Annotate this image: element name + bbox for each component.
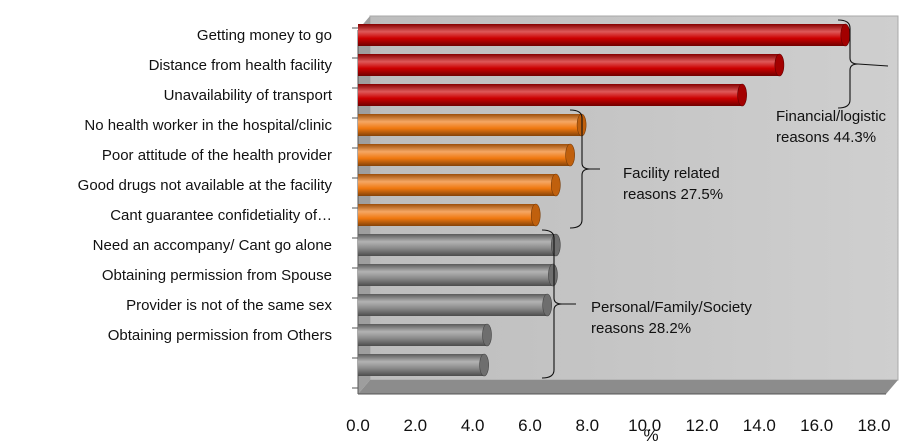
bar — [358, 324, 487, 346]
bar — [358, 174, 556, 196]
x-tick-label: 0.0 — [346, 416, 370, 435]
group-annotations: Financial/logistic reasons 44.3% Facility … — [541, 19, 889, 379]
bar — [358, 264, 553, 286]
x-axis-ticks: 0.0 2.0 4.0 6.0 8.0 10.0 12.0 14.0 16.0 18.0 — [346, 416, 890, 435]
x-tick-label: 12.0 — [685, 416, 718, 435]
category-label: Getting money to go — [197, 27, 332, 44]
category-label: Need an accompany/ Cant go alone — [93, 237, 332, 254]
category-label: Distance from health facility — [149, 57, 333, 74]
group-annotation-text: Financial/logistic — [776, 108, 887, 125]
bars — [358, 23, 851, 377]
x-tick-label: 10.0 — [628, 416, 661, 435]
category-label: Provider is not of the same sex — [126, 297, 332, 314]
x-tick-label: 2.0 — [404, 416, 428, 435]
category-label: Cant guarantee confidetiality of… — [110, 207, 332, 224]
bar — [358, 234, 556, 256]
bar — [358, 54, 780, 76]
x-tick-label: 8.0 — [576, 416, 600, 435]
plot-area — [352, 15, 899, 395]
bar — [358, 84, 743, 106]
bar — [358, 114, 582, 136]
x-tick-label: 6.0 — [518, 416, 542, 435]
x-tick-label: 16.0 — [800, 416, 833, 435]
bar-cap — [548, 263, 558, 287]
bar-cap — [737, 83, 747, 107]
group-annotation-text: reasons 44.3% — [776, 129, 876, 146]
bar-cap — [542, 293, 553, 317]
bar-cap — [550, 233, 561, 257]
bar — [358, 204, 536, 226]
category-label: Obtaining permission from Spouse — [102, 267, 332, 284]
x-axis-label: % — [643, 426, 658, 444]
bar-cap — [565, 143, 575, 167]
bar-cap — [774, 53, 785, 77]
bar — [358, 354, 485, 376]
x-tick-label: 4.0 — [461, 416, 485, 435]
category-label: Poor attitude of the health provider — [102, 147, 332, 164]
bar — [358, 24, 846, 46]
x-tick-label: 18.0 — [857, 416, 890, 435]
bar-cap — [479, 353, 489, 377]
bar — [358, 294, 548, 316]
bar — [358, 144, 571, 166]
category-label: Obtaining permission from Others — [108, 327, 332, 344]
category-label: Good drugs not available at the facility — [78, 177, 333, 194]
group-annotation-text: Personal/Family/Society — [591, 299, 752, 316]
group-annotation-text: Facility related — [623, 165, 720, 182]
category-label: No health worker in the hospital/clinic — [84, 117, 332, 134]
category-label: Unavailability of transport — [164, 87, 333, 104]
bar-cap — [550, 173, 561, 197]
group-annotation-text: reasons 28.2% — [591, 320, 691, 337]
bar-cap — [482, 323, 492, 347]
group-leader-line — [857, 63, 889, 67]
bar-cap — [530, 203, 541, 227]
group-annotation-text: reasons 27.5% — [623, 186, 723, 203]
x-tick-label: 14.0 — [743, 416, 776, 435]
bar-cap — [840, 23, 851, 47]
plot-floor — [358, 380, 898, 394]
category-labels: Getting money to go Distance from health … — [78, 27, 333, 344]
